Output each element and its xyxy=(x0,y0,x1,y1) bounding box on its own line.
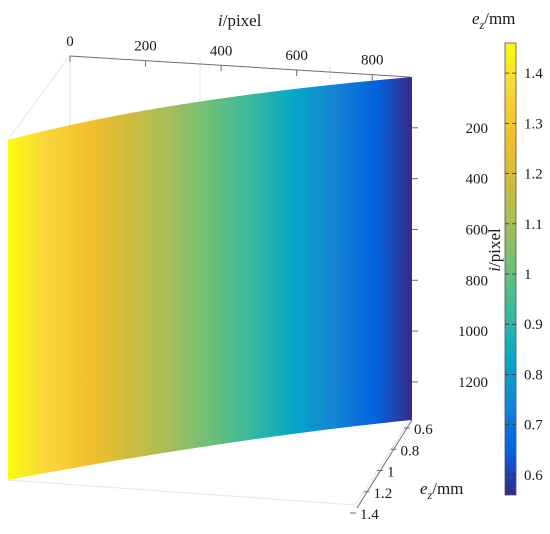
z-axis-ticks: 0.6 0.8 1 1.2 1.4 xyxy=(350,422,433,523)
colorbar-tick-label: 1.4 xyxy=(524,66,543,82)
x-tick-label: 200 xyxy=(134,39,157,55)
x-tick-label: 600 xyxy=(285,48,308,64)
colorbar-tick-label: 0.8 xyxy=(524,367,543,383)
y-tick-label: 600 xyxy=(466,222,489,238)
colorbar-tick-label: 0.6 xyxy=(524,468,543,484)
colorbar-tick-label: 1.1 xyxy=(524,217,543,233)
x-tick-label: 400 xyxy=(210,43,233,59)
colorbar-tick-label: 1 xyxy=(524,267,532,283)
z-tick-label: 1 xyxy=(387,465,395,481)
y-axis-ticks: 200 400 600 800 1000 1200 xyxy=(412,121,488,391)
z-axis-line xyxy=(356,419,413,509)
colorbar-ticks: 0.6 0.7 0.8 0.9 1 1.1 1.2 1.3 1.4 xyxy=(505,66,543,484)
x-axis-ticks: 0 200 400 600 800 xyxy=(66,34,383,81)
colorbar-tick-label: 1.3 xyxy=(524,116,543,132)
z-tick-label: 1.2 xyxy=(374,486,393,502)
y-tick-label: 1000 xyxy=(458,324,488,340)
x-tick-label: 0 xyxy=(66,34,74,50)
colorbar-label: ez/mm xyxy=(472,9,515,32)
z-axis-label: ez/mm xyxy=(420,479,463,502)
x-tick-label: 800 xyxy=(361,53,384,69)
z-tick-label: 1.4 xyxy=(360,507,379,523)
surface-patch xyxy=(8,77,412,480)
y-tick-label: 400 xyxy=(466,172,489,188)
y-tick-label: 200 xyxy=(466,121,489,137)
colorbar-tick-label: 0.9 xyxy=(524,317,543,333)
colorbar-tick-label: 0.7 xyxy=(524,418,543,434)
colorbar-tick-label: 1.2 xyxy=(524,167,543,183)
y-tick-label: 800 xyxy=(466,273,489,289)
y-axis-label: i/pixel xyxy=(485,228,504,272)
z-tick-label: 0.8 xyxy=(401,443,420,459)
colorbar xyxy=(504,42,517,496)
y-tick-label: 1200 xyxy=(458,375,488,391)
x-axis-label: i/pixel xyxy=(218,11,262,30)
z-tick-label: 0.6 xyxy=(414,422,433,438)
x-axis-line xyxy=(69,55,411,78)
